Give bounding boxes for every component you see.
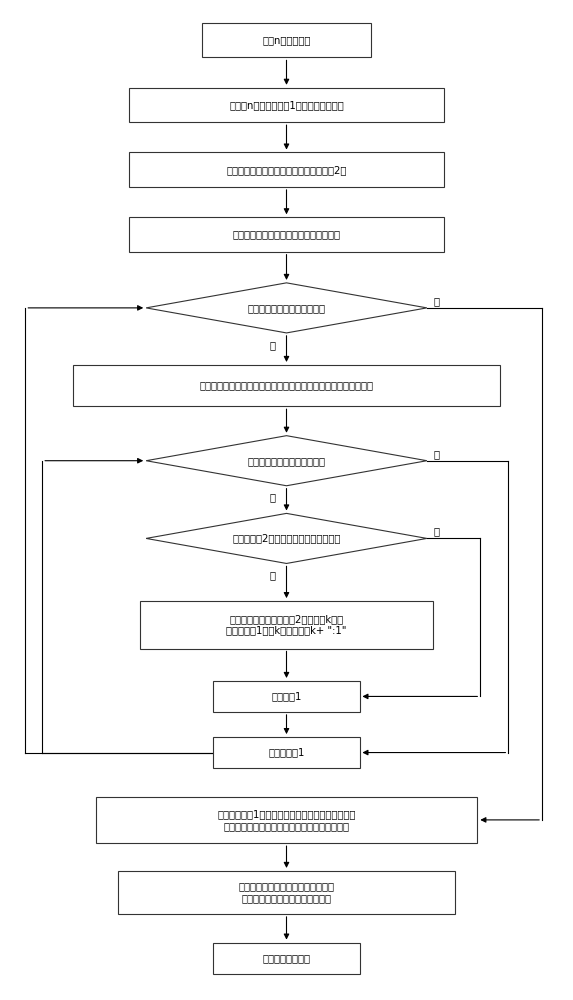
Bar [73, 365, 500, 406]
Text: 扫描位置的基础上加偏移值得到终止位置，两位置之间为待测子串: 扫描位置的基础上加偏移值得到终止位置，两位置之间为待测子串 [199, 381, 374, 391]
Bar [129, 152, 444, 187]
Bar [96, 797, 477, 843]
Text: 句子第一个字的位置作为第一个扫描位置: 句子第一个字的位置作为第一个扫描位置 [233, 229, 340, 239]
Bar [129, 217, 444, 252]
Text: 否: 否 [434, 296, 439, 306]
Text: 初始化n维字符串数组1，其元素均为空值: 初始化n维字符串数组1，其元素均为空值 [229, 100, 344, 110]
Text: 构建n维全词词典: 构建n维全词词典 [262, 35, 311, 45]
Bar [214, 681, 359, 712]
Bar [214, 737, 359, 768]
Text: 将字符串数组1中的所有不为空的元素按下标从小到
大的顺序连接成全词向量，元素间以空格为间隔: 将字符串数组1中的所有不为空的元素按下标从小到 大的顺序连接成全词向量，元素间以… [217, 809, 356, 831]
Polygon shape [146, 513, 427, 563]
Bar [214, 943, 359, 974]
Bar [129, 88, 444, 122]
Polygon shape [146, 436, 427, 486]
Bar [202, 23, 371, 57]
Polygon shape [146, 283, 427, 333]
Text: 是: 是 [269, 570, 276, 580]
Text: 返回全词特征向量: 返回全词特征向量 [262, 953, 311, 963]
Text: 否: 否 [434, 527, 439, 537]
Text: 将全词词典中的所有词加入到字符串数组2中: 将全词词典中的所有词加入到字符串数组2中 [226, 165, 347, 175]
Text: 是: 是 [269, 493, 276, 503]
Text: 否: 否 [434, 449, 439, 459]
Text: 找到该子串在字符串数组2中的序号k，将
字符串数组1的第k个元素改为k+ ":1": 找到该子串在字符串数组2中的序号k，将 字符串数组1的第k个元素改为k+ ":1… [226, 614, 347, 636]
Text: 偏移值加1: 偏移值加1 [271, 691, 302, 701]
Text: 扫描位置未超过句子最大长度: 扫描位置未超过句子最大长度 [248, 303, 325, 313]
Text: 句子的行为类型与全词向量连接形成
全词特征向量，中间以空格为间隔: 句子的行为类型与全词向量连接形成 全词特征向量，中间以空格为间隔 [238, 882, 335, 903]
Text: 是: 是 [269, 340, 276, 350]
Bar [140, 601, 433, 649]
Text: 字符串数组2中包含句子中的该待测子串: 字符串数组2中包含句子中的该待测子串 [232, 533, 341, 543]
Text: 扫描位置加1: 扫描位置加1 [268, 748, 305, 758]
Text: 终止位置未超过句子最大长度: 终止位置未超过句子最大长度 [248, 456, 325, 466]
Bar [118, 871, 455, 914]
